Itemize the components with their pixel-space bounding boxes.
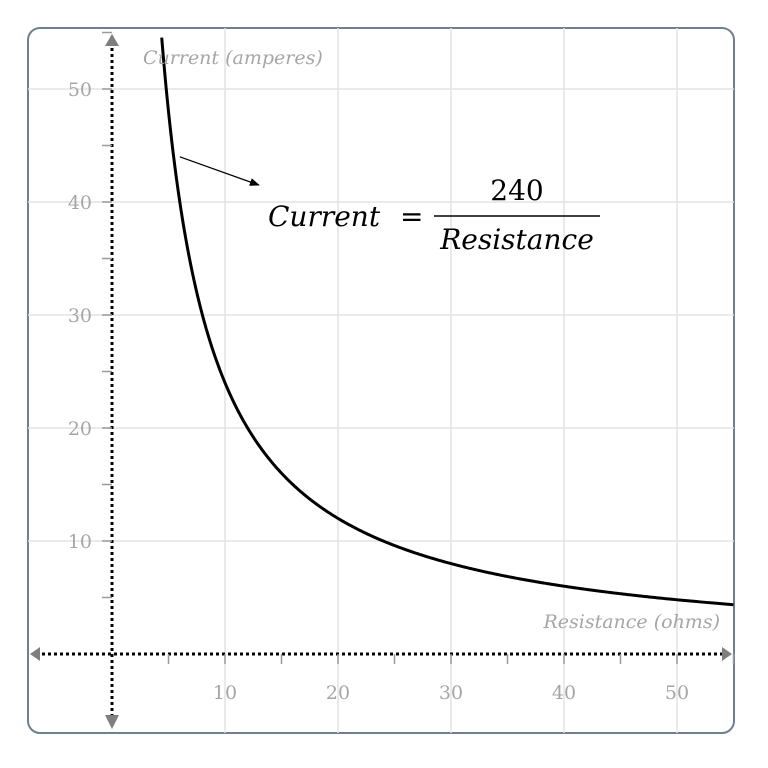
- x-axis-arrow-right: [722, 647, 732, 661]
- equation-numerator: 240: [490, 174, 543, 207]
- x-tick-label: 50: [665, 682, 689, 704]
- y-axis-arrow-down: [105, 715, 119, 729]
- x-tick-label: 40: [552, 682, 576, 704]
- x-axis-title: Resistance (ohms): [542, 611, 720, 633]
- series-line-current: [160, 37, 734, 607]
- tick-labels: 10 20 30 40 50 10 20 30 40 50: [68, 79, 689, 704]
- equation-lhs: Current: [268, 200, 381, 233]
- x-axis-arrow-left: [30, 647, 40, 661]
- y-tick-label: 20: [68, 418, 92, 440]
- x-tick-label: 20: [326, 682, 350, 704]
- axes: [30, 34, 732, 729]
- y-tick-label: 30: [68, 305, 92, 327]
- y-tick-label: 10: [68, 531, 92, 553]
- equation-annotation: Current = 240 Resistance: [268, 174, 600, 256]
- y-tick-label: 50: [68, 79, 92, 101]
- annotation-arrow: [179, 156, 260, 186]
- y-axis-title: Current (amperes): [143, 47, 323, 69]
- equation-equals: =: [400, 200, 423, 233]
- tick-marks: [102, 31, 735, 664]
- y-tick-label: 40: [68, 192, 92, 214]
- chart-frame: [27, 27, 735, 734]
- equation-denominator: Resistance: [439, 223, 594, 256]
- curve-layer: [160, 37, 734, 607]
- x-tick-label: 10: [213, 682, 237, 704]
- y-axis-arrow-up: [105, 34, 119, 46]
- x-tick-label: 30: [439, 682, 463, 704]
